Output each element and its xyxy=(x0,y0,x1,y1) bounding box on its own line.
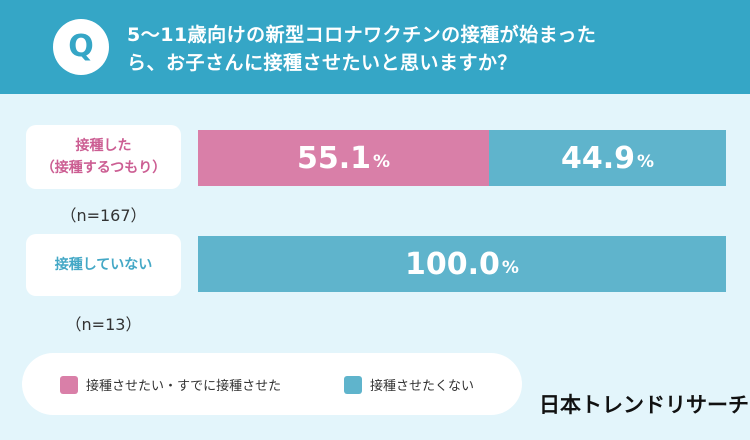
question-text-line2: ら、お子さんに接種させたいと思いますか？ xyxy=(127,52,518,74)
legend-swatch-not-want xyxy=(344,375,362,394)
category-label-line: 接種した xyxy=(75,138,132,154)
legend-item-want: 接種させたい・すでに接種させた xyxy=(60,375,281,394)
legend-label-not-want: 接種させたくない xyxy=(370,379,475,394)
legend: 接種させたい・すでに接種させた 接種させたくない xyxy=(22,353,522,415)
bar-segment-want: 55.1% xyxy=(198,130,489,186)
bar-track-vaccinated: 55.1% 44.9% xyxy=(198,130,726,186)
category-label-line: （接種するつもり） xyxy=(40,160,167,176)
bar-track-not-vaccinated: 100.0% xyxy=(198,236,726,292)
q-badge: Q xyxy=(53,19,109,75)
sample-size-vaccinated: （n=167） xyxy=(60,206,147,225)
question-text-line1: 5〜11歳向けの新型コロナワクチンの接種が始まった xyxy=(127,24,597,46)
sample-size-not-vaccinated: （n=13） xyxy=(65,315,142,334)
data-label-unit: % xyxy=(501,258,519,278)
legend-label-want: 接種させたい・すでに接種させた xyxy=(86,379,282,394)
data-label-unit: % xyxy=(372,152,391,172)
question-header: Q 5〜11歳向けの新型コロナワクチンの接種が始まった ら、お子さんに接種させた… xyxy=(0,0,750,94)
category-label-vaccinated: 接種した （接種するつもり） xyxy=(26,125,181,189)
data-label-value: 55.1 xyxy=(296,140,371,176)
data-label-unit: % xyxy=(636,152,655,172)
bar-segment-not-want: 100.0% xyxy=(198,236,726,292)
category-label-not-vaccinated: 接種していない xyxy=(26,234,181,296)
brand-logo-text: 日本トレンドリサーチ xyxy=(539,393,749,417)
category-label-line: 接種していない xyxy=(54,257,153,273)
legend-item-not-want: 接種させたくない xyxy=(344,375,474,394)
data-label-value: 100.0 xyxy=(405,246,500,282)
bar-segment-not-want: 44.9% xyxy=(489,130,726,186)
data-label-value: 44.9 xyxy=(560,140,635,176)
legend-swatch-want xyxy=(60,375,78,394)
